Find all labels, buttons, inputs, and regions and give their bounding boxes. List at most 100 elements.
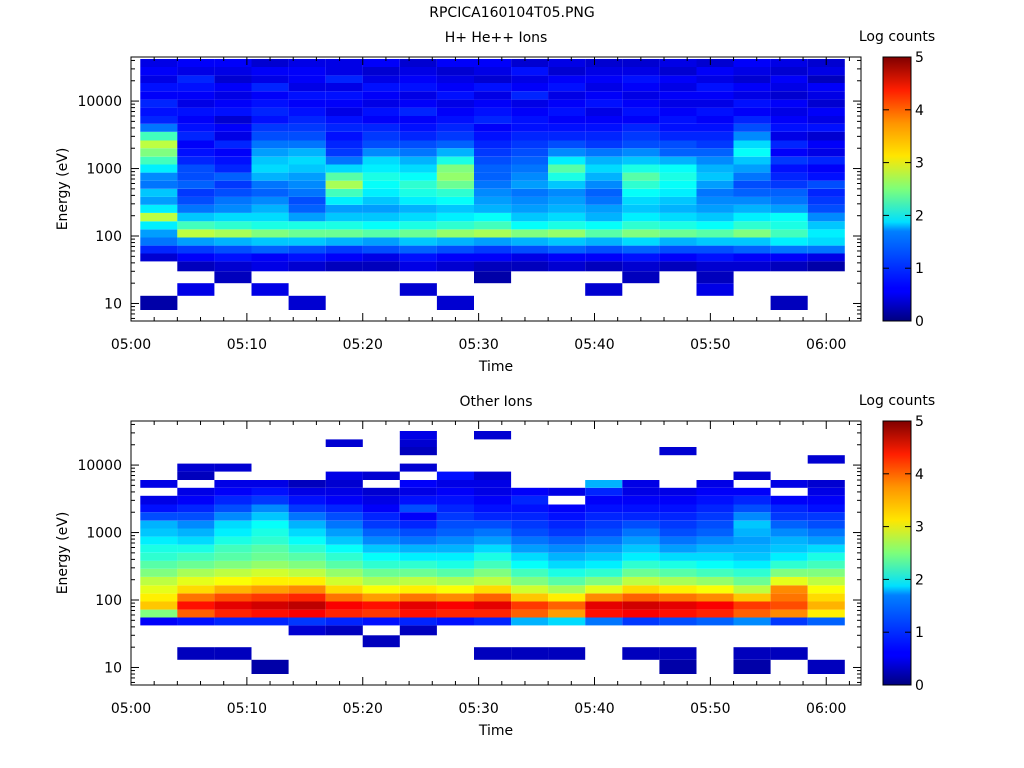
y-tick-label: 100 [95,229,122,245]
heatmap-cell [288,544,326,553]
colorbar-label: Log counts [859,29,935,45]
heatmap-cell [511,568,549,577]
heatmap-cell [436,196,474,205]
heatmap-cell [474,560,512,569]
heatmap-cell [362,188,400,197]
heatmap-cell [622,528,660,537]
heatmap-cell [770,172,808,181]
heatmap-cell [288,99,326,108]
heatmap-cell [177,204,215,213]
heatmap-cell [251,560,289,569]
heatmap-cell [807,552,845,561]
heatmap-cell [585,67,623,76]
heatmap-cell [548,237,586,246]
heatmap-cell [399,593,437,602]
heatmap-cell [214,512,252,521]
heatmap-cell [659,487,697,496]
heatmap-cell [325,576,363,586]
heatmap-cell [436,520,474,529]
heatmap-cell [399,504,437,513]
heatmap-cell [807,91,845,100]
heatmap-cell [325,625,363,636]
heatmap-cell [251,568,289,577]
heatmap-cell [696,552,734,561]
colorbar-tick-label: 0 [915,314,924,330]
heatmap-cell [659,180,697,189]
heatmap-cell [622,245,660,254]
heatmap-cell [288,487,326,496]
heatmap-cell [214,609,252,618]
heatmap-cell [770,261,808,272]
heatmap-cell [511,593,549,602]
heatmap-cell [585,617,623,626]
heatmap-cell [399,520,437,529]
heatmap-cell [659,560,697,569]
heatmap-cell [177,237,215,246]
heatmap-cell [436,261,474,272]
heatmap-cell [770,552,808,561]
heatmap-cell [659,107,697,116]
heatmap-cell [548,221,586,230]
heatmap-cell [251,245,289,254]
heatmap-cell [140,140,178,149]
heatmap-cell [177,156,215,165]
heatmap-cell [288,253,326,262]
heatmap-cell [399,212,437,222]
heatmap-cell [325,99,363,108]
heatmap-cell [659,172,697,181]
heatmap-cell [362,140,400,149]
heatmap-cell [659,237,697,246]
heatmap-cell [659,593,697,602]
heatmap-cell [436,75,474,83]
heatmap-cell [770,480,808,488]
heatmap-cell [325,196,363,205]
heatmap-cell [362,601,400,610]
heatmap-cell [362,576,400,586]
colorbar-tick-label: 3 [915,156,924,172]
heatmap-cell [474,495,512,505]
heatmap-cell [436,229,474,238]
heatmap-cell [436,245,474,254]
heatmap-cell [770,156,808,165]
heatmap-cell [177,67,215,76]
heatmap-cell [140,156,178,165]
heatmap-cell [807,261,845,272]
heatmap-cell [214,552,252,561]
heatmap-cell [325,480,363,488]
heatmap-cell [436,536,474,545]
heatmap-cell [733,75,771,83]
heatmap-cell [362,585,400,594]
heatmap-cell [251,576,289,586]
heatmap-cell [585,172,623,181]
heatmap-cell [362,635,400,648]
heatmap-cell [770,593,808,602]
heatmap-cell [399,495,437,505]
heatmap-cell [807,520,845,529]
heatmap-cell [177,520,215,529]
heatmap-cell [474,552,512,561]
heatmap-cell [214,91,252,100]
heatmap-cell [511,585,549,594]
heatmap-cell [511,536,549,545]
heatmap-cell [622,131,660,141]
heatmap-cell [474,196,512,205]
heatmap-cell [548,188,586,197]
heatmap-cell [140,520,178,529]
x-tick-label: 05:40 [574,337,614,353]
heatmap-cell [140,295,178,310]
heatmap-cell [214,131,252,141]
heatmap-cell [585,283,623,296]
heatmap-cell [251,140,289,149]
heatmap-cell [548,140,586,149]
heatmap-cell [696,261,734,272]
heatmap-cell [585,520,623,529]
heatmap-cell [288,140,326,149]
heatmap-cell [548,156,586,165]
heatmap-cell [622,647,660,660]
colorbar-tick-label: 3 [915,520,924,536]
heatmap-cell [325,520,363,529]
heatmap-cell [399,568,437,577]
heatmap-cell [362,221,400,230]
heatmap-cell [436,116,474,124]
heatmap-cell [659,568,697,577]
